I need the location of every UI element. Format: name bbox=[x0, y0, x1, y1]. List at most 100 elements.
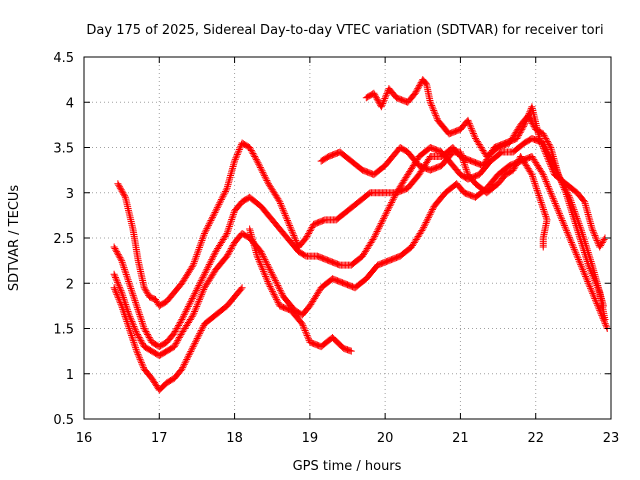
data-point bbox=[135, 354, 143, 362]
data-point bbox=[113, 249, 121, 257]
data-point bbox=[134, 332, 142, 340]
data-point bbox=[119, 307, 127, 315]
data-point bbox=[592, 235, 600, 243]
data-point bbox=[468, 126, 476, 134]
data-point bbox=[223, 229, 231, 237]
data-point bbox=[264, 178, 272, 186]
data-point bbox=[225, 224, 233, 232]
data-point bbox=[307, 225, 315, 233]
data-point bbox=[115, 282, 123, 290]
data-point bbox=[558, 216, 566, 224]
data-point bbox=[544, 183, 552, 191]
data-point bbox=[286, 222, 294, 230]
data-point bbox=[560, 222, 568, 230]
data-point bbox=[581, 198, 589, 206]
data-point bbox=[201, 228, 209, 236]
data-point bbox=[588, 288, 596, 296]
data-point bbox=[232, 154, 240, 162]
data-point bbox=[193, 301, 201, 309]
data-point bbox=[559, 218, 567, 226]
data-point bbox=[383, 208, 391, 216]
data-point bbox=[573, 214, 581, 222]
data-point bbox=[561, 184, 569, 192]
data-point bbox=[591, 296, 599, 304]
data-point bbox=[268, 270, 276, 278]
data-point bbox=[131, 342, 139, 350]
data-point bbox=[528, 171, 536, 179]
data-point bbox=[599, 315, 607, 323]
data-point bbox=[183, 306, 191, 314]
data-point bbox=[110, 284, 118, 292]
series-track-c bbox=[110, 153, 611, 360]
data-point bbox=[226, 173, 234, 181]
data-point bbox=[118, 257, 126, 265]
data-point bbox=[586, 216, 594, 224]
data-point bbox=[285, 220, 293, 228]
data-point bbox=[575, 255, 583, 263]
data-point bbox=[573, 252, 581, 260]
data-point bbox=[195, 297, 203, 305]
data-point bbox=[132, 327, 140, 335]
data-point bbox=[569, 242, 577, 250]
data-point bbox=[176, 318, 184, 326]
y-tick-label: 2.5 bbox=[53, 232, 74, 247]
data-point bbox=[192, 304, 200, 312]
data-point bbox=[259, 266, 267, 274]
data-point bbox=[590, 228, 598, 236]
data-point bbox=[279, 205, 287, 213]
data-point bbox=[583, 205, 591, 213]
data-point bbox=[196, 294, 204, 302]
data-point bbox=[225, 249, 233, 257]
series-track-d bbox=[110, 284, 246, 394]
data-point bbox=[543, 137, 551, 145]
data-point bbox=[204, 262, 212, 270]
data-point bbox=[526, 115, 534, 123]
data-point bbox=[133, 304, 141, 312]
data-point bbox=[137, 359, 145, 367]
data-point bbox=[197, 240, 205, 248]
data-point bbox=[549, 153, 557, 161]
data-point bbox=[226, 175, 234, 183]
data-point bbox=[259, 251, 267, 259]
data-point bbox=[525, 113, 533, 121]
data-point bbox=[432, 111, 440, 119]
data-point bbox=[388, 198, 396, 206]
data-point bbox=[178, 315, 186, 323]
data-point bbox=[527, 169, 535, 177]
data-point bbox=[172, 326, 180, 334]
data-point bbox=[250, 241, 258, 249]
data-point bbox=[143, 288, 151, 296]
data-point bbox=[198, 237, 206, 245]
data-point bbox=[581, 200, 589, 208]
data-point bbox=[588, 223, 596, 231]
data-point bbox=[113, 277, 121, 285]
data-point bbox=[510, 165, 518, 173]
data-point bbox=[549, 194, 557, 202]
data-point bbox=[559, 180, 567, 188]
data-point bbox=[290, 232, 298, 240]
data-point bbox=[529, 121, 537, 129]
data-point bbox=[585, 281, 593, 289]
data-point bbox=[193, 302, 201, 310]
data-point bbox=[121, 312, 129, 320]
data-point bbox=[194, 249, 202, 257]
y-tick-label: 1 bbox=[66, 368, 74, 383]
data-point bbox=[188, 344, 196, 352]
data-point bbox=[210, 251, 218, 259]
data-point bbox=[380, 213, 388, 221]
data-point bbox=[419, 225, 427, 233]
data-point bbox=[141, 285, 149, 293]
data-point bbox=[140, 323, 148, 331]
y-tick-label: 4.5 bbox=[53, 51, 74, 66]
data-point bbox=[274, 299, 282, 307]
data-point bbox=[177, 317, 185, 325]
data-point bbox=[184, 352, 192, 360]
data-point bbox=[190, 291, 198, 299]
data-point bbox=[257, 261, 265, 269]
data-point bbox=[585, 214, 593, 222]
data-point bbox=[227, 170, 235, 178]
data-point bbox=[146, 335, 154, 343]
data-point bbox=[552, 163, 560, 171]
data-point bbox=[224, 228, 232, 236]
data-point bbox=[187, 298, 195, 306]
